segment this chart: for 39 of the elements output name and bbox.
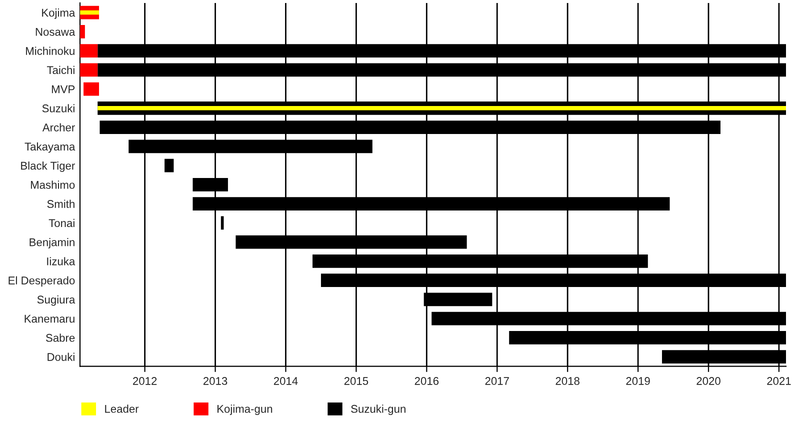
x-tick-label: 2018 (556, 377, 580, 385)
bar (80, 10, 100, 15)
y-tick-label: Takayama (24, 142, 76, 153)
y-tick-label: Sugiura (37, 295, 76, 306)
x-tick-label: 2020 (696, 377, 720, 385)
x-tick-label: 2016 (414, 377, 439, 385)
y-tick-label: Smith (47, 200, 74, 208)
x-tick-label: 2019 (626, 377, 650, 385)
y-tick-label: Benjamin (30, 238, 74, 248)
y-tick-label: Michinoku (26, 46, 74, 55)
bar (84, 82, 100, 96)
bar (80, 44, 98, 58)
legend-label: Suzuki-gun (351, 404, 406, 415)
y-tick-label: Archer (42, 123, 75, 132)
x-tick-label: 2014 (274, 377, 298, 385)
bar (164, 158, 174, 172)
y-tick-label: Black Tiger (21, 162, 75, 172)
y-tick-label: Suzuki (42, 104, 74, 112)
x-tick-label: 2021 (767, 377, 791, 385)
y-tick-label: Iizuka (47, 257, 76, 266)
x-tick-label: 2017 (485, 377, 509, 385)
y-tick-label: Kanemaru (24, 314, 74, 323)
x-tick-label: 2015 (344, 377, 368, 385)
bar (80, 63, 98, 77)
x-tick-label: 2012 (133, 377, 157, 385)
y-tick-label: El Desperado (8, 276, 75, 287)
x-tick-label: 2013 (203, 377, 228, 385)
legend-label: Kojima-gun (218, 404, 272, 415)
y-tick-label: Tonai (48, 218, 74, 228)
y-tick-label: Sabre (46, 334, 75, 342)
y-tick-label: Kojima (42, 8, 76, 19)
y-tick-label: MVP (52, 85, 75, 94)
y-tick-label: Taichi (46, 66, 74, 74)
legend-label: Leader (105, 404, 139, 413)
y-tick-label: Nosawa (36, 28, 76, 36)
y-tick-label: Douki (48, 352, 74, 361)
bar (98, 106, 786, 110)
y-tick-label: Mashimo (30, 180, 75, 189)
bar (80, 24, 85, 38)
